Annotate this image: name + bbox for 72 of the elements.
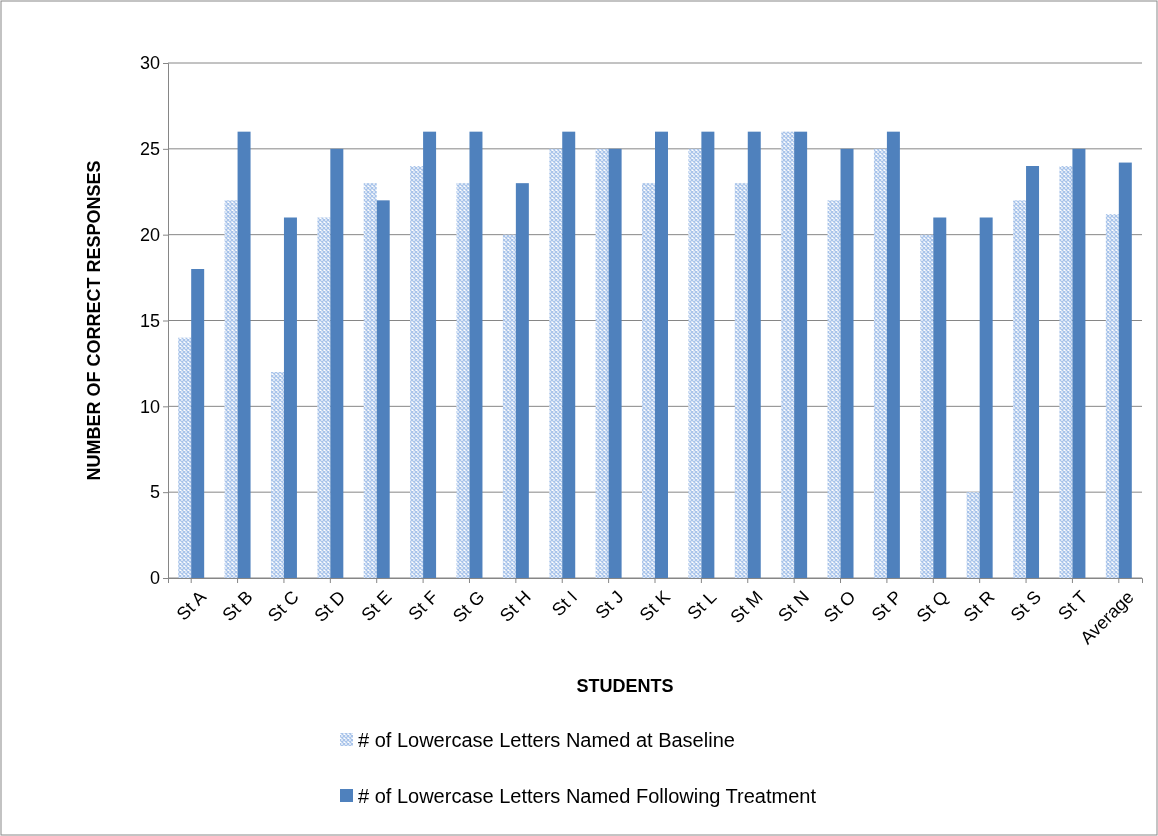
- bar: [469, 131, 483, 578]
- y-axis-title: NUMBER OF CORRECT RESPONSES: [84, 160, 104, 481]
- y-tick-label: 15: [139, 310, 160, 331]
- bar: [747, 131, 761, 578]
- bar: [688, 148, 702, 578]
- bar: [224, 200, 238, 578]
- bar: [376, 200, 390, 578]
- bar: [270, 372, 284, 578]
- bar: [330, 148, 344, 578]
- bar: [515, 183, 529, 578]
- x-tick-label: St O: [819, 586, 860, 627]
- bar: [283, 217, 297, 578]
- legend-label: # of Lowercase Letters Named at Baseline: [358, 729, 735, 751]
- bar: [642, 183, 655, 578]
- bar: [933, 217, 947, 578]
- bar: [873, 148, 887, 578]
- bar: [794, 131, 808, 578]
- y-tick-label: 25: [139, 139, 160, 160]
- x-tick-label: St N: [774, 586, 814, 626]
- x-tick-label: St M: [726, 586, 767, 628]
- bar: [1013, 200, 1027, 578]
- bar: [423, 131, 437, 578]
- bar: [1118, 162, 1132, 578]
- bar: [966, 492, 980, 578]
- bar: [608, 148, 622, 578]
- x-tick-label: St B: [218, 586, 257, 625]
- bar: [410, 166, 424, 578]
- bar: [502, 234, 516, 578]
- bar: [655, 131, 668, 578]
- x-tick-label: St K: [635, 586, 674, 625]
- bar: [363, 183, 377, 578]
- bar: [562, 131, 576, 578]
- x-tick-label: St D: [310, 586, 350, 626]
- bar: [1105, 214, 1119, 578]
- bar: [549, 148, 563, 578]
- bar: [701, 131, 715, 578]
- x-tick-label: St P: [867, 586, 906, 625]
- x-tick-label: St E: [357, 586, 396, 625]
- x-tick-label: St F: [404, 586, 443, 625]
- bar: [827, 200, 841, 578]
- bar: [1026, 166, 1040, 578]
- x-tick-label: St Q: [912, 586, 953, 627]
- bar: [781, 131, 795, 578]
- x-tick-label: St R: [959, 586, 999, 626]
- x-tick-label: St L: [683, 586, 721, 624]
- bar: [237, 131, 251, 578]
- x-axis-title: STUDENTS: [576, 676, 674, 696]
- y-tick-label: 5: [149, 482, 160, 503]
- bar: [1072, 148, 1086, 578]
- x-tick-label: St A: [172, 586, 211, 625]
- bar: [595, 148, 609, 578]
- bar: [979, 217, 993, 578]
- bar: [734, 183, 748, 578]
- x-tick-label: St H: [495, 586, 535, 626]
- bar: [456, 183, 470, 578]
- x-tick-label: St J: [591, 586, 628, 623]
- legend-label: # of Lowercase Letters Named Following Treatment: [358, 785, 817, 807]
- bar: [920, 234, 934, 578]
- x-tick-label: St I: [547, 586, 582, 621]
- y-tick-label: 10: [139, 396, 160, 417]
- bar: [886, 131, 900, 578]
- bar: [317, 217, 331, 578]
- x-tick-label: St G: [448, 586, 489, 627]
- bar: [191, 269, 205, 578]
- x-tick-label: St C: [263, 586, 303, 626]
- y-tick-label: 0: [149, 568, 160, 589]
- y-tick-label: 30: [139, 53, 160, 74]
- x-tick-label: St S: [1006, 586, 1045, 625]
- bar: [178, 337, 192, 578]
- bar: [840, 148, 854, 578]
- y-tick-label: 20: [139, 224, 160, 245]
- bar: [1059, 166, 1073, 578]
